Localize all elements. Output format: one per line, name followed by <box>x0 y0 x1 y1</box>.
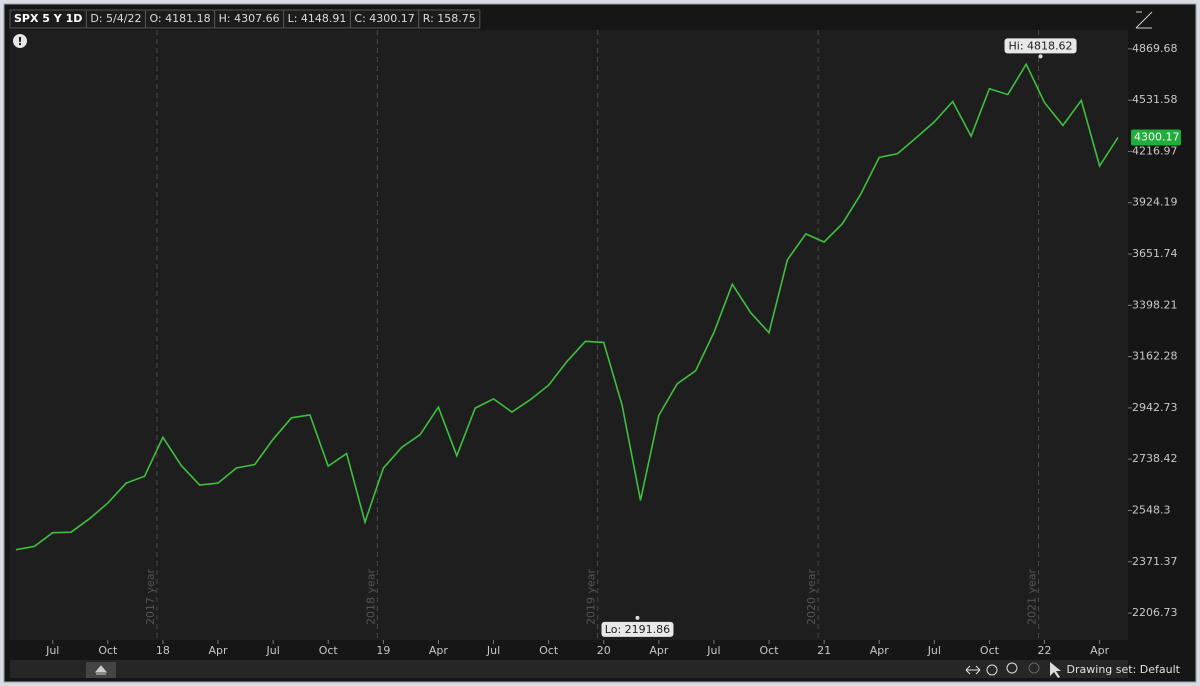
drawing-set[interactable]: Drawing set: Default <box>1067 663 1181 676</box>
y-tick-label: 3924.19 <box>1132 196 1178 209</box>
zoom-in-icon[interactable] <box>1006 662 1018 674</box>
scroll-icon <box>94 665 108 675</box>
x-tick-label: Jul <box>265 644 279 657</box>
y-tick-label: 2371.37 <box>1132 555 1178 568</box>
x-tick-label: Apr <box>429 644 449 657</box>
y-tick-label: 4216.97 <box>1132 144 1178 157</box>
plot-area <box>10 30 1128 640</box>
alert-mark: ! <box>17 35 22 48</box>
last-price: 4300.17 <box>1134 130 1180 143</box>
extreme-point <box>1038 54 1043 59</box>
annotation: Lo: 2191.86 <box>605 623 670 636</box>
x-tick-label: Jul <box>927 644 941 657</box>
extreme-point <box>635 615 640 620</box>
zoom-out-icon[interactable] <box>1028 662 1040 674</box>
header-box <box>418 9 481 29</box>
header-field: H: 4307.66 <box>219 12 280 25</box>
header-field: C: 4300.17 <box>354 12 414 25</box>
x-tick-label: 18 <box>156 644 170 657</box>
x-tick-label: Apr <box>1090 644 1110 657</box>
year-marker: 2017 year <box>144 568 157 625</box>
x-tick-label: Oct <box>539 644 559 657</box>
year-marker: 2018 year <box>364 568 377 625</box>
x-tick-label: Oct <box>319 644 339 657</box>
x-tick-label: Oct <box>760 644 780 657</box>
x-tick-label: 22 <box>1038 644 1052 657</box>
header-field: O: 4181.18 <box>149 12 210 25</box>
last-price-box <box>1131 129 1181 146</box>
x-tick-label: Jul <box>486 644 500 657</box>
x-tick-label: 20 <box>597 644 611 657</box>
y-tick-label: 2942.73 <box>1132 401 1178 414</box>
style-icon[interactable] <box>1135 11 1153 29</box>
y-tick-label: 2548.3 <box>1132 503 1171 516</box>
price-line <box>15 62 1119 551</box>
x-tick-label: Apr <box>870 644 890 657</box>
y-tick-label: 4531.58 <box>1132 93 1178 106</box>
y-tick-label: 3651.74 <box>1132 247 1178 260</box>
header-field: SPX 5 Y 1D <box>14 12 82 25</box>
header-field: R: 158.75 <box>423 12 476 25</box>
y-tick-label: 3162.28 <box>1132 350 1178 363</box>
x-tick-label: Jul <box>706 644 720 657</box>
year-marker: 2021 year <box>1026 568 1039 625</box>
x-tick-label: Apr <box>649 644 669 657</box>
x-tick-label: Apr <box>209 644 229 657</box>
y-tick-label: 4869.68 <box>1132 42 1178 55</box>
x-tick-label: 21 <box>817 644 831 657</box>
cursor-icon[interactable] <box>1050 662 1061 678</box>
annotation-box <box>601 621 674 637</box>
pan-icon[interactable] <box>965 665 981 675</box>
x-tick-label: 19 <box>376 644 390 657</box>
annotation: Hi: 4818.62 <box>1009 39 1073 52</box>
annotation-box <box>1004 38 1077 54</box>
x-tick-label: Jul <box>45 644 59 657</box>
y-tick-label: 2738.42 <box>1132 452 1178 465</box>
header-field: D: 5/4/22 <box>90 12 141 25</box>
year-marker: 2020 year <box>805 568 818 625</box>
scrollbar[interactable] <box>10 660 1128 678</box>
x-tick-label: Oct <box>980 644 1000 657</box>
x-tick-label: Oct <box>98 644 118 657</box>
year-marker: 2019 year <box>585 568 598 625</box>
y-tick-label: 3398.21 <box>1132 298 1178 311</box>
y-tick-label: 2206.73 <box>1132 606 1178 619</box>
alert-icon[interactable] <box>13 34 27 48</box>
header-field: L: 4148.91 <box>288 12 347 25</box>
crosshair-icon[interactable] <box>986 664 998 676</box>
